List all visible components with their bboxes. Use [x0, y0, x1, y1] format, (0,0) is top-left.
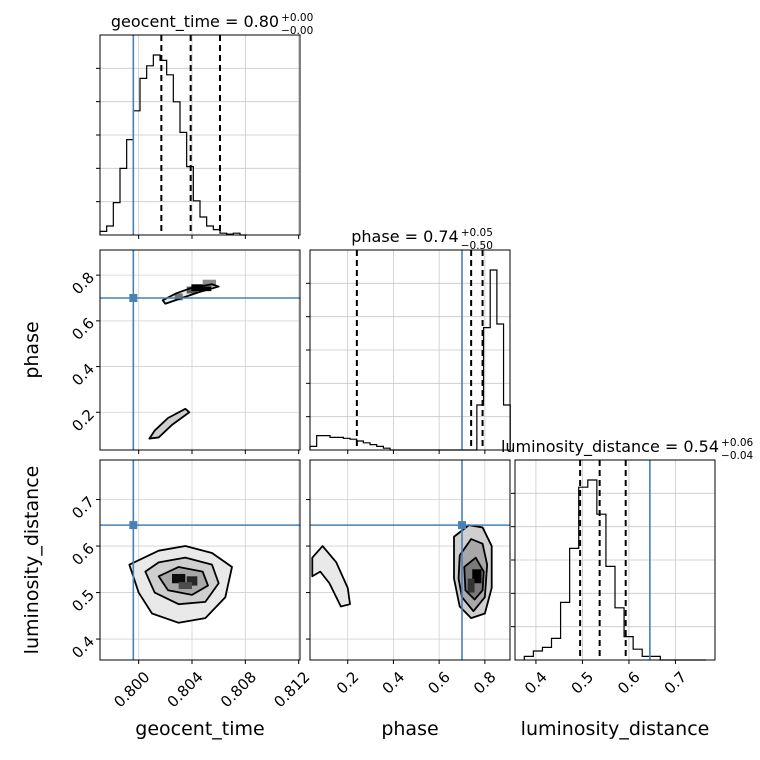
panel-hist-phase — [306, 249, 511, 451]
panel-frame — [514, 459, 716, 661]
x-axis-label-geocent-time: geocent_time — [135, 718, 264, 740]
contour-line — [161, 283, 220, 305]
contour-line — [453, 524, 493, 620]
truth-marker — [129, 294, 138, 302]
x-tick-label: 0.4 — [521, 668, 551, 698]
y-tick-label: 0.4 — [68, 360, 98, 390]
histogram-geocent-time — [99, 54, 247, 236]
x-axis-label-phase: phase — [381, 718, 438, 740]
y-tick-label: 0.6 — [68, 539, 98, 569]
title-lower-error: −0.00 — [281, 25, 313, 37]
contour-line — [157, 566, 209, 596]
x-tick-label: 0.6 — [424, 668, 454, 698]
contour-fill — [312, 546, 350, 607]
x-tick-label: 0.7 — [661, 668, 691, 698]
panel-frame — [309, 459, 511, 661]
contour-line — [144, 556, 220, 606]
y-tick-label: 0.2 — [68, 406, 98, 436]
density-cell — [174, 293, 183, 301]
truth-marker — [458, 521, 466, 530]
panel-hist-geocent-time — [96, 34, 301, 236]
title-lower-error: −0.50 — [461, 240, 493, 252]
contour-line — [457, 538, 489, 613]
density-cell — [202, 279, 216, 287]
x-axis-label-luminosity-distance: luminosity_distance — [521, 718, 710, 740]
panel-frame — [99, 34, 301, 236]
x-tick-label: 0.812 — [270, 668, 313, 711]
title-phase: phase = 0.74 — [351, 227, 458, 246]
x-tick-label: 0.6 — [614, 668, 644, 698]
contour-line — [148, 407, 191, 440]
panel-2d-geocent-time-vs-luminosity-distance — [99, 459, 301, 661]
panel-2d-geocent-time-vs-phase — [99, 249, 301, 451]
panel-frame — [99, 249, 301, 451]
density-cell — [467, 578, 475, 593]
density-cell — [191, 284, 212, 292]
y-axis-label-luminosity-distance: luminosity_distance — [21, 466, 43, 655]
panel-background — [100, 250, 300, 450]
title-geocent-time: geocent_time = 0.80 — [111, 12, 279, 32]
truth-marker — [129, 521, 138, 530]
y-tick-label: 0.5 — [68, 586, 98, 616]
x-tick-label: 0.4 — [379, 668, 409, 698]
title-upper-error: +0.00 — [281, 12, 313, 24]
x-tick-label: 0.804 — [164, 668, 207, 711]
contour-line — [463, 556, 485, 601]
y-tick-label: 0.8 — [68, 268, 98, 298]
density-cell — [172, 573, 186, 584]
x-tick-label: 0.800 — [110, 668, 153, 711]
panel-2d-phase-vs-luminosity-distance — [309, 459, 511, 661]
x-tick-label: 0.8 — [470, 668, 500, 698]
y-tick-label: 0.6 — [68, 314, 98, 344]
x-tick-label: 0.2 — [333, 668, 363, 698]
y-tick-label: 0.4 — [68, 632, 98, 662]
density-cell — [186, 576, 198, 586]
density-cell — [472, 569, 482, 584]
title-upper-error: +0.06 — [721, 437, 753, 449]
title-lower-error: −0.04 — [721, 450, 753, 462]
x-tick-label: 0.5 — [568, 668, 598, 698]
title-upper-error: +0.05 — [461, 227, 493, 239]
title-luminosity-distance: luminosity_distance = 0.54 — [501, 437, 719, 457]
contour-line — [128, 545, 233, 624]
y-axis-label-phase: phase — [21, 321, 43, 378]
panel-frame — [99, 459, 301, 661]
y-tick-label: 0.7 — [68, 493, 98, 523]
contour-line — [311, 545, 351, 608]
density-cell — [178, 582, 192, 590]
histogram-luminosity-distance — [523, 479, 706, 661]
contour-fill — [149, 408, 190, 439]
panel-hist-luminosity-distance — [511, 459, 716, 661]
x-tick-label: 0.808 — [217, 668, 260, 711]
panel-frame — [309, 249, 511, 451]
